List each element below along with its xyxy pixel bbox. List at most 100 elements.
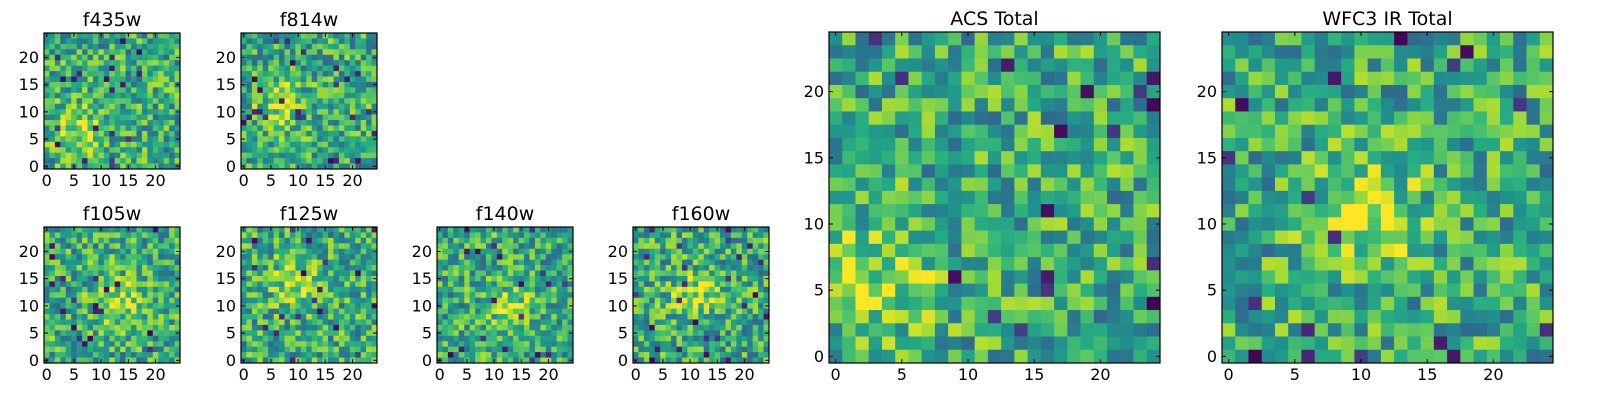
heatmap-cell <box>44 265 50 271</box>
heatmap-cell <box>714 308 721 315</box>
heatmap-cell <box>147 98 154 105</box>
heatmap-cell <box>1274 32 1289 46</box>
heatmap-cell <box>1146 45 1161 59</box>
heatmap-cell <box>551 303 558 309</box>
heatmap-cell <box>333 232 340 239</box>
heatmap-cell <box>681 308 688 315</box>
heatmap-cell <box>169 341 175 348</box>
heatmap-cell <box>895 257 909 271</box>
heatmap-cell <box>284 335 291 342</box>
heatmap-cell <box>322 92 329 99</box>
heatmap-cell <box>714 346 721 353</box>
heatmap-cell <box>1054 71 1068 86</box>
heatmap-cell <box>60 152 67 159</box>
heatmap-cell <box>349 136 356 143</box>
heatmap-cell <box>289 297 296 304</box>
heatmap-cell <box>65 254 72 260</box>
heatmap-cell <box>709 281 715 288</box>
heatmap-cell <box>338 314 345 320</box>
y-tick-label: 5 <box>618 324 628 343</box>
heatmap-cell <box>371 147 378 154</box>
heatmap-cell <box>71 297 77 304</box>
heatmap-cell <box>654 243 661 250</box>
heatmap-cell <box>469 232 476 239</box>
heatmap-cell <box>349 248 356 255</box>
heatmap-cell <box>125 76 132 83</box>
heatmap-cell <box>289 319 296 326</box>
heatmap-cell <box>1394 98 1408 112</box>
heatmap-cell <box>49 163 56 170</box>
heatmap-cell <box>654 335 661 342</box>
heatmap-cell <box>464 324 470 331</box>
heatmap-cell <box>660 335 666 342</box>
y-tick-label: 15 <box>804 148 824 167</box>
heatmap-cell <box>284 254 291 260</box>
heatmap-cell <box>273 341 280 348</box>
heatmap-cell <box>246 275 253 282</box>
heatmap-cell <box>720 314 726 320</box>
heatmap-cell <box>643 254 650 260</box>
heatmap-cell <box>349 314 356 320</box>
heatmap-cell <box>355 141 362 148</box>
heatmap-cell <box>1067 323 1081 337</box>
heatmap-cell <box>141 303 148 309</box>
y-tick-label: 5 <box>29 324 39 343</box>
x-tick-label: 10 <box>91 171 111 190</box>
heatmap-cell <box>1526 98 1541 112</box>
heatmap-cell <box>654 330 661 337</box>
heatmap-cell <box>1080 111 1095 126</box>
heatmap-cell <box>752 335 759 342</box>
heatmap-cell <box>120 163 126 170</box>
heatmap-cell <box>147 237 154 244</box>
heatmap-cell <box>120 237 126 244</box>
heatmap-cell <box>556 330 563 337</box>
heatmap-cell <box>974 257 989 271</box>
heatmap-cell <box>1146 323 1161 337</box>
heatmap-cell <box>136 60 143 66</box>
heatmap-cell <box>147 120 154 126</box>
heatmap-cell <box>496 308 503 315</box>
heatmap-cell <box>344 232 351 239</box>
heatmap-cell <box>1001 71 1015 86</box>
heatmap-cell <box>709 232 715 239</box>
heatmap-cell <box>289 314 296 320</box>
heatmap-cell <box>152 330 159 337</box>
heatmap-cell <box>65 109 72 115</box>
heatmap-cell <box>676 243 683 250</box>
heatmap-cell <box>311 248 318 255</box>
x-tick-label: 5 <box>462 365 472 384</box>
heatmap-cell <box>322 98 329 105</box>
heatmap-cell <box>92 54 99 61</box>
heatmap-cell <box>934 296 949 311</box>
heatmap-cell <box>1120 124 1134 139</box>
heatmap-cell <box>328 92 334 99</box>
heatmap-cell <box>268 125 274 132</box>
heatmap-cell <box>458 281 465 288</box>
heatmap-cell <box>300 346 307 353</box>
x-tick-label: 20 <box>1090 365 1110 384</box>
heatmap-cell <box>518 303 525 309</box>
heatmap-cell <box>295 87 302 94</box>
heatmap-cell <box>1314 124 1329 139</box>
heatmap-cell <box>54 227 61 233</box>
heatmap-cell <box>92 346 99 353</box>
heatmap-cell <box>76 38 83 45</box>
heatmap-cell <box>671 357 677 364</box>
heatmap-cell <box>453 237 460 244</box>
heatmap-cell <box>524 227 530 233</box>
heatmap-cell <box>534 275 541 282</box>
heatmap-cell <box>355 43 362 50</box>
heatmap-cell <box>92 314 99 320</box>
heatmap-cell <box>295 92 302 99</box>
heatmap-cell <box>366 352 372 358</box>
heatmap-cell <box>311 158 318 164</box>
heatmap-cell <box>109 303 116 309</box>
heatmap-cell <box>360 81 367 88</box>
heatmap-cell <box>328 346 334 353</box>
heatmap-cell <box>152 65 159 72</box>
heatmap-cell <box>447 357 454 364</box>
heatmap-cell <box>360 71 367 77</box>
heatmap-cell <box>437 297 443 304</box>
heatmap-cell <box>1107 230 1121 245</box>
heatmap-cell <box>1014 32 1028 46</box>
